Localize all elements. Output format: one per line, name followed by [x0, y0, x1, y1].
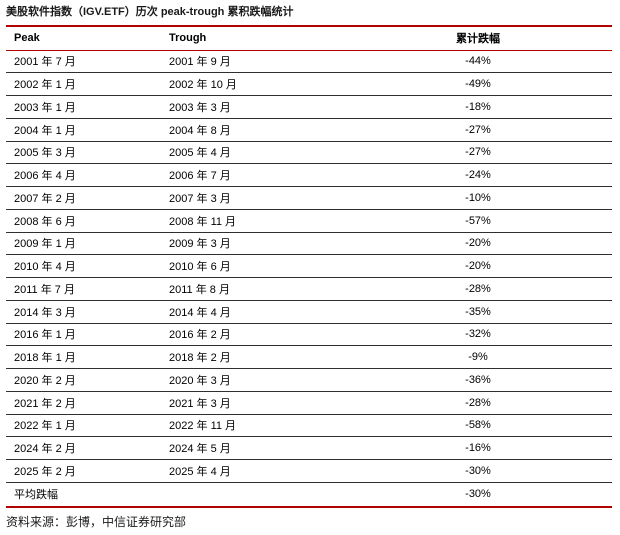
trough-cell: 2010 年 6 月	[169, 261, 231, 274]
peak-cell: 2001 年 7 月	[14, 56, 76, 69]
drawdown-cell: -28%	[465, 282, 491, 295]
source-note: 资料来源：彭博，中信证券研究部	[6, 514, 187, 529]
trough-cell: 2024 年 5 月	[169, 443, 231, 456]
peak-cell: 2003 年 1 月	[14, 101, 76, 114]
trough-cell: 2009 年 3 月	[169, 238, 231, 251]
trough-cell: 2006 年 7 月	[169, 170, 231, 183]
trough-cell: 2018 年 2 月	[169, 352, 231, 365]
peak-cell: 2009 年 1 月	[14, 238, 76, 251]
peak-cell: 2022 年 1 月	[14, 420, 76, 433]
table-row: 2024 年 2 月 2024 年 5 月 -16%	[6, 437, 612, 460]
peak-cell: 2002 年 1 月	[14, 79, 76, 92]
table-row: 2025 年 2 月 2025 年 4 月 -30%	[6, 460, 612, 483]
table-row: 2003 年 1 月 2003 年 3 月 -18%	[6, 96, 612, 119]
header-trough: Trough	[169, 32, 207, 45]
table-row: 2016 年 1 月 2016 年 2 月 -32%	[6, 324, 612, 347]
peak-cell: 2018 年 1 月	[14, 352, 76, 365]
drawdown-cell: -58%	[465, 419, 491, 432]
header-cumulative-drawdown: 累计跌幅	[456, 33, 500, 46]
drawdown-cell: -20%	[465, 260, 491, 273]
table-row: 2011 年 7 月 2011 年 8 月 -28%	[6, 278, 612, 301]
peak-cell: 2008 年 6 月	[14, 215, 76, 228]
trough-cell: 2020 年 3 月	[169, 374, 231, 387]
drawdown-cell: -24%	[465, 169, 491, 182]
trough-cell: 2025 年 4 月	[169, 465, 231, 478]
table-row: 2004 年 1 月 2004 年 8 月 -27%	[6, 119, 612, 142]
trough-cell: 2021 年 3 月	[169, 397, 231, 410]
header-peak: Peak	[14, 32, 40, 45]
trough-cell: 2016 年 2 月	[169, 329, 231, 342]
drawdown-cell: -30%	[465, 464, 491, 477]
trough-cell: 2004 年 8 月	[169, 124, 231, 137]
peak-cell: 2025 年 2 月	[14, 465, 76, 478]
drawdown-cell: -27%	[465, 123, 491, 136]
figure-title: 美股软件指数（IGV.ETF）历次 peak-trough 累积跌幅统计	[6, 6, 294, 18]
drawdown-cell: -36%	[465, 373, 491, 386]
trough-cell: 2011 年 8 月	[169, 283, 230, 296]
peak-cell: 2021 年 2 月	[14, 397, 76, 410]
peak-cell: 2004 年 1 月	[14, 124, 76, 137]
drawdown-cell: -27%	[465, 146, 491, 159]
trough-cell: 2001 年 9 月	[169, 56, 231, 69]
peak-cell: 平均跌幅	[14, 489, 58, 502]
drawdown-cell: -49%	[465, 78, 491, 91]
drawdown-cell: -30%	[465, 488, 491, 501]
table-row: 2010 年 4 月 2010 年 6 月 -20%	[6, 255, 612, 278]
trough-cell: 2002 年 10 月	[169, 79, 237, 92]
table-row: 2006 年 4 月 2006 年 7 月 -24%	[6, 164, 612, 187]
table-row: 2009 年 1 月 2009 年 3 月 -20%	[6, 233, 612, 256]
table-row: 2022 年 1 月 2022 年 11 月 -58%	[6, 415, 612, 438]
peak-cell: 2007 年 2 月	[14, 192, 76, 205]
peak-cell: 2010 年 4 月	[14, 261, 76, 274]
drawdown-cell: -44%	[465, 55, 491, 68]
table-body: 2001 年 7 月 2001 年 9 月 -44% 2002 年 1 月 20…	[6, 51, 612, 506]
trough-cell: 2008 年 11 月	[169, 215, 237, 228]
drawdown-cell: -32%	[465, 328, 491, 341]
table-row: 2014 年 3 月 2014 年 4 月 -35%	[6, 301, 612, 324]
trough-cell: 2014 年 4 月	[169, 306, 231, 319]
peak-trough-table: Peak Trough 累计跌幅 2001 年 7 月 2001 年 9 月 -…	[6, 25, 612, 508]
peak-cell: 2006 年 4 月	[14, 170, 76, 183]
table-header-row: Peak Trough 累计跌幅	[6, 27, 612, 51]
table-row: 2008 年 6 月 2008 年 11 月 -57%	[6, 210, 612, 233]
table-row: 2018 年 1 月 2018 年 2 月 -9%	[6, 346, 612, 369]
drawdown-cell: -20%	[465, 237, 491, 250]
trough-cell: 2005 年 4 月	[169, 147, 231, 160]
drawdown-cell: -28%	[465, 396, 491, 409]
drawdown-cell: -10%	[465, 191, 491, 204]
table-row: 2005 年 3 月 2005 年 4 月 -27%	[6, 142, 612, 165]
peak-cell: 2005 年 3 月	[14, 147, 76, 160]
drawdown-cell: -16%	[465, 442, 491, 455]
peak-cell: 2024 年 2 月	[14, 443, 76, 456]
table-row: 2002 年 1 月 2002 年 10 月 -49%	[6, 73, 612, 96]
table-row: 2007 年 2 月 2007 年 3 月 -10%	[6, 187, 612, 210]
drawdown-cell: -18%	[465, 100, 491, 113]
trough-cell: 2003 年 3 月	[169, 101, 231, 114]
peak-cell: 2016 年 1 月	[14, 329, 76, 342]
table-row: 2001 年 7 月 2001 年 9 月 -44%	[6, 51, 612, 74]
table-row: 2020 年 2 月 2020 年 3 月 -36%	[6, 369, 612, 392]
table-row: 平均跌幅 -30%	[6, 483, 612, 506]
trough-cell: 2007 年 3 月	[169, 192, 231, 205]
drawdown-cell: -35%	[465, 305, 491, 318]
drawdown-cell: -9%	[468, 351, 488, 364]
peak-cell: 2011 年 7 月	[14, 283, 75, 296]
peak-cell: 2014 年 3 月	[14, 306, 76, 319]
peak-cell: 2020 年 2 月	[14, 374, 76, 387]
drawdown-cell: -57%	[465, 214, 491, 227]
trough-cell: 2022 年 11 月	[169, 420, 237, 433]
table-row: 2021 年 2 月 2021 年 3 月 -28%	[6, 392, 612, 415]
